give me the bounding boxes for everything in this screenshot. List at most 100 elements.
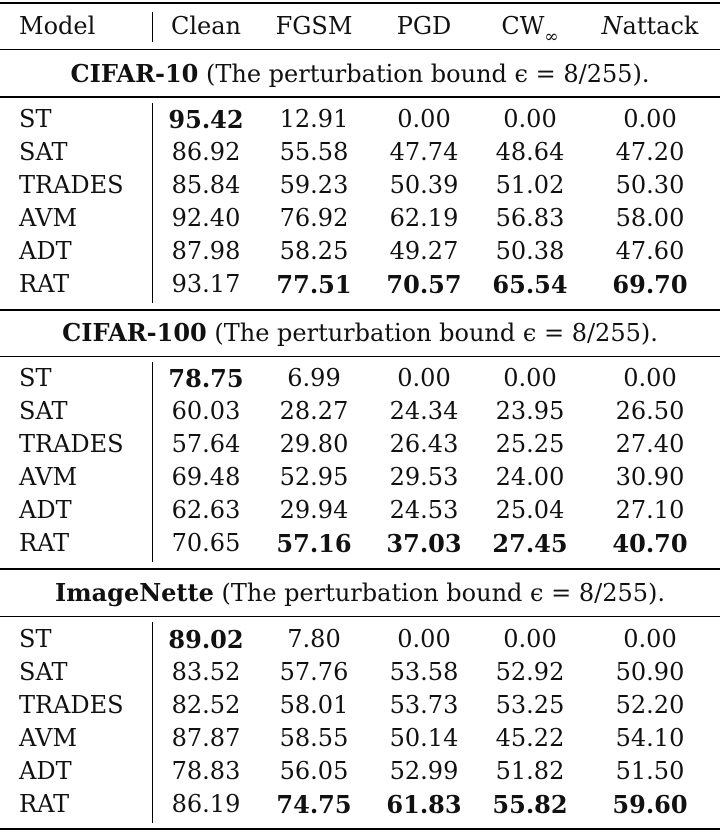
cell-nattack: 59.60 bbox=[612, 790, 688, 819]
cell-nattack: 50.30 bbox=[615, 171, 685, 199]
dataset-name: CIFAR-10 bbox=[70, 59, 199, 88]
row-model: AVM bbox=[19, 204, 78, 232]
cell-fgsm: 59.23 bbox=[279, 171, 349, 199]
row-model: TRADES bbox=[19, 430, 124, 458]
cell-pgd: 26.43 bbox=[389, 430, 459, 458]
dataset-name: ImageNette bbox=[55, 578, 214, 607]
section-rule bbox=[0, 309, 720, 311]
header-cw-subscript: ∞ bbox=[544, 27, 559, 47]
cell-fgsm: 7.80 bbox=[287, 625, 341, 653]
cell-fgsm: 55.58 bbox=[279, 138, 349, 166]
cell-fgsm: 77.51 bbox=[276, 270, 352, 299]
cell-cw: 23.95 bbox=[495, 397, 565, 425]
header-nattack: Nattack bbox=[584, 3, 716, 49]
cell-cw: 25.25 bbox=[495, 430, 565, 458]
cell-clean: 87.87 bbox=[171, 724, 241, 752]
cell-nattack: 0.00 bbox=[623, 105, 677, 133]
table-row: RAT 70.65 57.16 37.03 27.45 40.70 bbox=[0, 527, 720, 560]
cell-pgd: 50.39 bbox=[389, 171, 459, 199]
row-model: AVM bbox=[19, 463, 78, 491]
cell-nattack: 47.20 bbox=[615, 138, 685, 166]
cell-cw: 45.22 bbox=[495, 724, 565, 752]
cell-clean: 85.84 bbox=[171, 171, 241, 199]
cell-pgd: 52.99 bbox=[389, 757, 459, 785]
table-row: TRADES 57.64 29.80 26.43 25.25 27.40 bbox=[0, 428, 720, 461]
table-row: ST 89.02 7.80 0.00 0.00 0.00 bbox=[0, 623, 720, 656]
table-row: RAT 93.17 77.51 70.57 65.54 69.70 bbox=[0, 268, 720, 301]
cell-cw: 51.02 bbox=[495, 171, 565, 199]
cell-fgsm: 52.95 bbox=[279, 463, 349, 491]
row-model: TRADES bbox=[19, 171, 124, 199]
row-model: ADT bbox=[19, 496, 72, 524]
cell-clean: 57.64 bbox=[171, 430, 241, 458]
cell-cw: 65.54 bbox=[492, 270, 568, 299]
header-nattack-prefix: N bbox=[601, 12, 623, 40]
row-model: SAT bbox=[19, 397, 68, 425]
cell-cw: 55.82 bbox=[492, 790, 568, 819]
cell-nattack: 47.60 bbox=[615, 237, 685, 265]
header-divider bbox=[152, 12, 153, 42]
cell-cw: 0.00 bbox=[503, 364, 557, 392]
caption-text: (The perturbation bound ϵ = 8/255). bbox=[206, 319, 658, 347]
cell-nattack: 26.50 bbox=[615, 397, 685, 425]
cell-cw: 24.00 bbox=[495, 463, 565, 491]
cell-pgd: 24.34 bbox=[389, 397, 459, 425]
dataset-name: CIFAR-100 bbox=[62, 318, 207, 347]
row-model: ST bbox=[19, 364, 52, 392]
section-caption-cifar10: CIFAR-10 (The perturbation bound ϵ = 8/2… bbox=[0, 54, 720, 94]
cell-cw: 52.92 bbox=[495, 658, 565, 686]
top-rule bbox=[0, 2, 720, 4]
row-model: SAT bbox=[19, 658, 68, 686]
table-row: RAT 86.19 74.75 61.83 55.82 59.60 bbox=[0, 788, 720, 821]
cell-clean: 69.48 bbox=[171, 463, 241, 491]
row-model: ST bbox=[19, 105, 52, 133]
cell-fgsm: 58.01 bbox=[279, 691, 349, 719]
cell-clean: 93.17 bbox=[171, 270, 241, 298]
table-row: ADT 78.83 56.05 52.99 51.82 51.50 bbox=[0, 755, 720, 788]
table-row: AVM 87.87 58.55 50.14 45.22 54.10 bbox=[0, 722, 720, 755]
column-divider bbox=[152, 622, 153, 823]
cell-clean: 86.19 bbox=[171, 790, 241, 818]
cell-cw: 25.04 bbox=[495, 496, 565, 524]
cell-fgsm: 58.25 bbox=[279, 237, 349, 265]
section-rule bbox=[0, 616, 720, 617]
cell-clean: 89.02 bbox=[168, 625, 244, 654]
cell-cw: 51.82 bbox=[495, 757, 565, 785]
cell-pgd: 53.73 bbox=[389, 691, 459, 719]
cell-cw: 0.00 bbox=[503, 105, 557, 133]
section-caption-imagenette: ImageNette (The perturbation bound ϵ = 8… bbox=[0, 573, 720, 613]
row-model: RAT bbox=[19, 529, 70, 557]
row-model: ADT bbox=[19, 237, 72, 265]
cell-pgd: 50.14 bbox=[389, 724, 459, 752]
cell-nattack: 0.00 bbox=[623, 625, 677, 653]
column-divider bbox=[152, 362, 153, 562]
cell-clean: 87.98 bbox=[171, 237, 241, 265]
caption-text: (The perturbation bound ϵ = 8/255). bbox=[213, 579, 666, 607]
cell-fgsm: 74.75 bbox=[276, 790, 352, 819]
cell-fgsm: 76.92 bbox=[279, 204, 349, 232]
cell-pgd: 61.83 bbox=[386, 790, 462, 819]
cell-fgsm: 29.80 bbox=[279, 430, 349, 458]
header-model: Model bbox=[19, 12, 96, 40]
cell-nattack: 69.70 bbox=[612, 270, 688, 299]
cell-pgd: 53.58 bbox=[389, 658, 459, 686]
cell-nattack: 50.90 bbox=[615, 658, 685, 686]
cell-clean: 83.52 bbox=[171, 658, 241, 686]
header-row: Model Clean FGSM PGD CW∞ Nattack bbox=[0, 3, 720, 49]
cell-nattack: 27.10 bbox=[615, 496, 685, 524]
cell-nattack: 30.90 bbox=[615, 463, 685, 491]
header-rule bbox=[0, 49, 720, 50]
table-row: AVM 69.48 52.95 29.53 24.00 30.90 bbox=[0, 461, 720, 494]
cell-nattack: 0.00 bbox=[623, 364, 677, 392]
section-rule bbox=[0, 568, 720, 570]
header-cw: CW∞ bbox=[478, 3, 582, 49]
cell-cw: 53.25 bbox=[495, 691, 565, 719]
cell-cw: 0.00 bbox=[503, 625, 557, 653]
cell-fgsm: 57.16 bbox=[276, 529, 352, 558]
cell-nattack: 51.50 bbox=[615, 757, 685, 785]
section-rule bbox=[0, 96, 720, 98]
section-caption-cifar100: CIFAR-100 (The perturbation bound ϵ = 8/… bbox=[0, 313, 720, 353]
cell-nattack: 40.70 bbox=[612, 529, 688, 558]
cell-pgd: 29.53 bbox=[389, 463, 459, 491]
